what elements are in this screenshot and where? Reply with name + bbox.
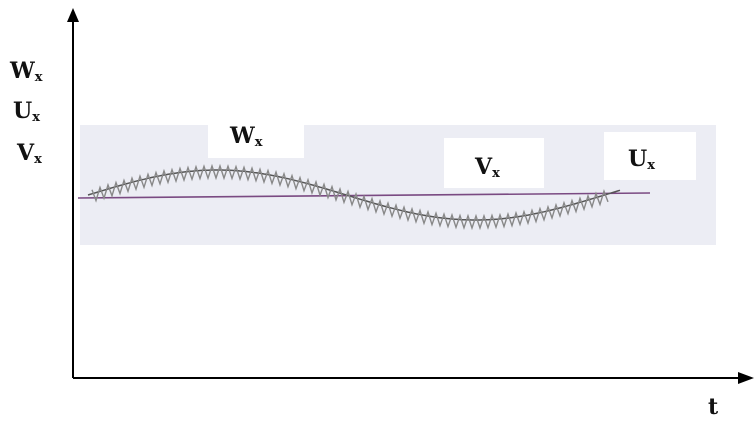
- y-label-w: Wx: [9, 58, 43, 85]
- curve-label-u: Ux: [628, 146, 655, 173]
- curve-label-v: Vx: [474, 154, 500, 181]
- y-axis-arrow-icon: [67, 8, 79, 22]
- y-label-u: Ux: [13, 98, 40, 125]
- label-box-v: [444, 138, 544, 188]
- y-label-v: Vx: [16, 140, 42, 167]
- curve-label-w: Wx: [229, 123, 263, 150]
- x-axis-label: t: [708, 394, 719, 420]
- noisy-v-curve: [91, 163, 609, 231]
- x-axis-arrow-icon: [738, 372, 754, 384]
- label-box-w: [208, 112, 304, 158]
- label-box-u: [604, 132, 696, 180]
